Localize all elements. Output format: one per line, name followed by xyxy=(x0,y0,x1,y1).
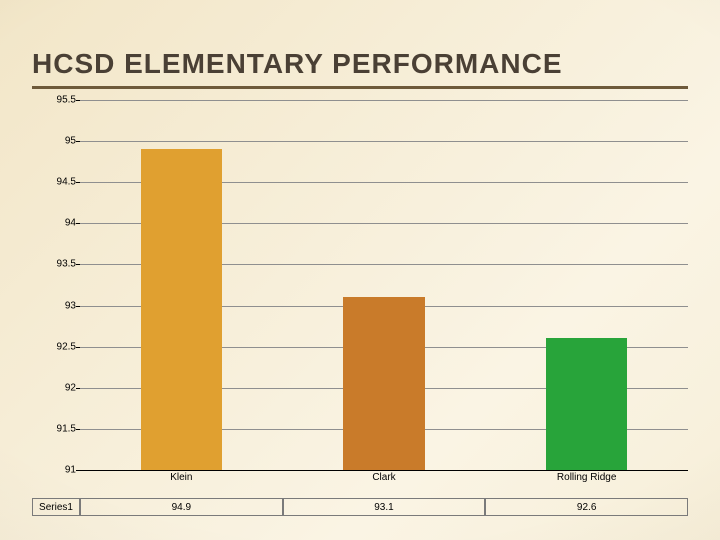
y-tick-mark xyxy=(76,429,80,430)
table-column-header xyxy=(80,482,283,498)
y-tick-label: 91 xyxy=(32,465,76,476)
table-value-cell: 92.6 xyxy=(485,498,688,516)
y-tick-label: 94.5 xyxy=(32,177,76,188)
table-corner-cell xyxy=(32,482,80,498)
chart-gridline xyxy=(80,470,688,471)
x-category-label: Rolling Ridge xyxy=(557,472,616,483)
y-tick-label: 92 xyxy=(32,382,76,393)
chart-container: Series194.993.192.6 91 91.5 92 92.5 93 93.5 94… xyxy=(32,100,688,516)
y-tick-mark xyxy=(76,347,80,348)
x-category-label: Clark xyxy=(372,472,395,483)
y-tick-label: 91.5 xyxy=(32,423,76,434)
y-tick-mark xyxy=(76,470,80,471)
y-tick-mark xyxy=(76,141,80,142)
y-tick-label: 92.5 xyxy=(32,341,76,352)
y-tick-label: 94 xyxy=(32,218,76,229)
y-tick-label: 95 xyxy=(32,136,76,147)
y-tick-mark xyxy=(76,182,80,183)
y-tick-mark xyxy=(76,100,80,101)
table-row-label: Series1 xyxy=(32,498,80,516)
chart-bar xyxy=(343,297,424,470)
y-tick-mark xyxy=(76,264,80,265)
y-tick-label: 95.5 xyxy=(32,95,76,106)
chart-bar xyxy=(546,338,627,470)
chart-gridline xyxy=(80,100,688,101)
page-title: HCSD ELEMENTARY PERFORMANCE xyxy=(32,48,563,80)
chart-gridline xyxy=(80,141,688,142)
y-tick-mark xyxy=(76,223,80,224)
table-column-header xyxy=(283,482,486,498)
y-tick-label: 93 xyxy=(32,300,76,311)
y-tick-label: 93.5 xyxy=(32,259,76,270)
y-tick-mark xyxy=(76,388,80,389)
chart-plot-area xyxy=(80,100,688,470)
x-category-label: Klein xyxy=(170,472,192,483)
title-underline xyxy=(32,86,688,89)
y-tick-mark xyxy=(76,306,80,307)
data-table: Series194.993.192.6 xyxy=(32,482,688,516)
chart-bar xyxy=(141,149,222,470)
table-value-cell: 94.9 xyxy=(80,498,283,516)
table-value-cell: 93.1 xyxy=(283,498,486,516)
table-column-header xyxy=(485,482,688,498)
